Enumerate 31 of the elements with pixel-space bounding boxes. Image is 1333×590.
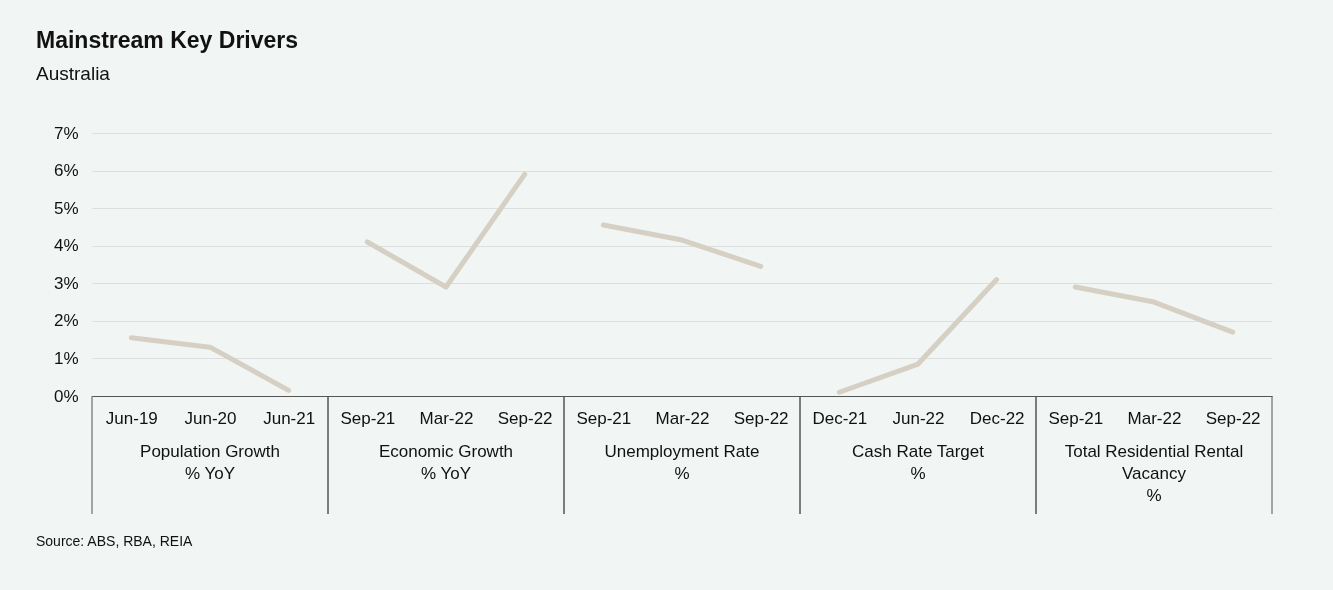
x-tick-label: Jun-20 [184,408,237,428]
x-tick-label: Mar-22 [419,408,474,428]
y-tick-label: 0% [53,386,79,406]
text: Population Growth % YoY [140,442,280,483]
x-tick-label: Jun-22 [892,408,945,428]
source-note: Source: ABS, RBA, REIA [36,533,194,549]
x-tick-label: Sep-21 [340,408,396,428]
y-tick-label: 1% [53,348,79,368]
y-tick-label: 4% [53,236,79,256]
chart-subtitle: Australia [36,63,111,84]
x-tick-label: Sep-22 [733,408,789,428]
x-tick-label: Mar-22 [655,408,710,428]
x-tick-label: Sep-22 [1205,408,1261,428]
y-tick-label: 2% [53,311,79,331]
y-tick-label: 5% [53,198,79,218]
text: Economic Growth % YoY [378,442,514,483]
x-tick-label: Dec-22 [969,408,1025,428]
y-tick-label: 3% [53,273,79,293]
x-tick-label: Sep-21 [1048,408,1104,428]
chart-title: Mainstream Key Drivers [36,27,299,53]
y-tick-label: 6% [53,161,79,181]
text: Total Residential Rental Vacancy % [1064,442,1244,505]
y-tick-label: 7% [53,123,79,143]
x-tick-label: Sep-21 [576,408,632,428]
x-tick-label: Jun-21 [263,408,316,428]
x-tick-label: Jun-19 [105,408,158,428]
x-tick-label: Mar-22 [1127,408,1182,428]
x-tick-label: Sep-22 [497,408,553,428]
text: Cash Rate Target % [852,442,985,483]
x-tick-label: Dec-21 [812,408,868,428]
text: Unemployment Rate % [604,442,760,483]
